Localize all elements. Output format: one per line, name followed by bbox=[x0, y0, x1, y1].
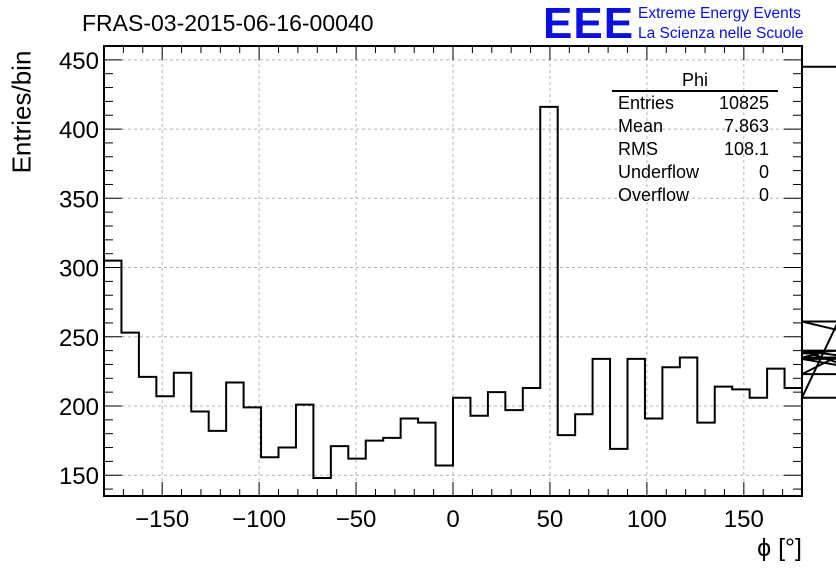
stats-row-overflow: Overflow 0 bbox=[612, 184, 778, 207]
histogram-bin bbox=[226, 382, 243, 496]
histogram-bin bbox=[610, 449, 627, 496]
x-axis-label: ϕ [°] bbox=[757, 534, 802, 562]
stats-value: 108.1 bbox=[723, 139, 769, 159]
histogram-bin bbox=[156, 396, 173, 496]
logo-line-1: Extreme Energy Events bbox=[638, 5, 801, 22]
histogram-bin bbox=[715, 387, 732, 496]
grid-lines bbox=[104, 46, 802, 496]
histogram-bin bbox=[418, 423, 435, 496]
histogram-bin bbox=[523, 388, 540, 496]
stats-label: Entries bbox=[618, 93, 675, 113]
logo-caption: Extreme Energy Events La Scienza nelle S… bbox=[638, 4, 803, 44]
histogram-bin bbox=[505, 410, 522, 496]
histogram-bin bbox=[401, 418, 418, 496]
histogram-bin bbox=[261, 457, 278, 496]
histogram-bin bbox=[470, 416, 487, 496]
histogram-bin bbox=[575, 414, 592, 496]
histogram-bin bbox=[628, 359, 645, 496]
stats-row-entries: Entries 10825 bbox=[612, 92, 778, 115]
histogram-bin bbox=[540, 107, 557, 496]
stats-label: Underflow bbox=[618, 162, 700, 182]
histogram-bin bbox=[785, 388, 802, 496]
histogram-bin bbox=[645, 418, 662, 496]
y-tick-label: 300 bbox=[59, 256, 99, 283]
chart-title: FRAS-03-2015-06-16-00040 bbox=[82, 10, 374, 36]
y-tick-label: 150 bbox=[59, 463, 99, 490]
x-tick-label: 50 bbox=[537, 506, 564, 533]
histogram-bin bbox=[767, 369, 784, 496]
histogram-bin bbox=[750, 398, 767, 496]
y-tick-label: 400 bbox=[59, 117, 99, 144]
histogram-bin bbox=[331, 446, 348, 496]
eee-logo: EEE bbox=[543, 0, 635, 48]
stats-value: 0 bbox=[758, 162, 769, 182]
histogram-bars bbox=[103, 65, 836, 496]
histogram-bin bbox=[558, 435, 575, 496]
histogram-bin bbox=[209, 431, 226, 496]
stats-label: Mean bbox=[618, 116, 664, 136]
y-tick-label: 250 bbox=[59, 325, 99, 352]
histogram-bin bbox=[244, 407, 261, 496]
histogram-bin bbox=[662, 367, 679, 496]
stats-value: 0 bbox=[758, 185, 769, 205]
logo-line-2: La Scienza nelle Scuole bbox=[638, 25, 804, 42]
stats-label: RMS bbox=[618, 139, 658, 159]
x-tick-label: −150 bbox=[135, 506, 189, 533]
x-tick-label: 0 bbox=[446, 506, 459, 533]
y-tick-label: 350 bbox=[59, 186, 99, 213]
stats-row-rms: RMS 108.1 bbox=[612, 138, 778, 161]
x-tick-label: −50 bbox=[336, 506, 377, 533]
stats-row-underflow: Underflow 0 bbox=[612, 161, 778, 184]
histogram-bin bbox=[488, 392, 505, 496]
histogram-bin bbox=[383, 438, 400, 496]
stats-box: Phi Entries 10825 Mean 7.863 RMS 108.1 U… bbox=[612, 70, 778, 207]
x-tick-label: 150 bbox=[724, 506, 764, 533]
histogram-bin bbox=[348, 459, 365, 496]
y-axis-label: Entries/bin bbox=[6, 50, 37, 174]
stats-value: 7.863 bbox=[723, 116, 769, 136]
stats-label: Overflow bbox=[618, 185, 690, 205]
histogram-bin bbox=[366, 441, 383, 496]
histogram-bin bbox=[313, 478, 330, 496]
histogram-bin bbox=[453, 398, 470, 496]
x-tick-label: −100 bbox=[232, 506, 286, 533]
histogram-outline bbox=[103, 65, 836, 496]
x-tick-label: 100 bbox=[627, 506, 667, 533]
histogram-bin bbox=[732, 389, 749, 496]
histogram-bin bbox=[191, 412, 208, 496]
stats-row-mean: Mean 7.863 bbox=[612, 115, 778, 138]
y-tick-label: 450 bbox=[59, 48, 99, 75]
axis-tick-labels: −150 −100 −50 0 50 100 150 150 200 250 300 350 400 45… bbox=[59, 48, 764, 533]
histogram-bin bbox=[436, 466, 453, 496]
axis-ticks bbox=[103, 45, 803, 496]
histogram-bin bbox=[279, 448, 296, 496]
y-tick-label: 200 bbox=[59, 394, 99, 421]
histogram-bin bbox=[121, 333, 138, 496]
histogram-bin bbox=[697, 423, 714, 496]
histogram-bin bbox=[174, 373, 191, 496]
stats-title: Phi bbox=[612, 70, 778, 92]
histogram-bin bbox=[139, 377, 156, 496]
histogram-bin bbox=[296, 405, 313, 496]
stats-value: 10825 bbox=[718, 93, 769, 113]
histogram-bin bbox=[593, 359, 610, 496]
